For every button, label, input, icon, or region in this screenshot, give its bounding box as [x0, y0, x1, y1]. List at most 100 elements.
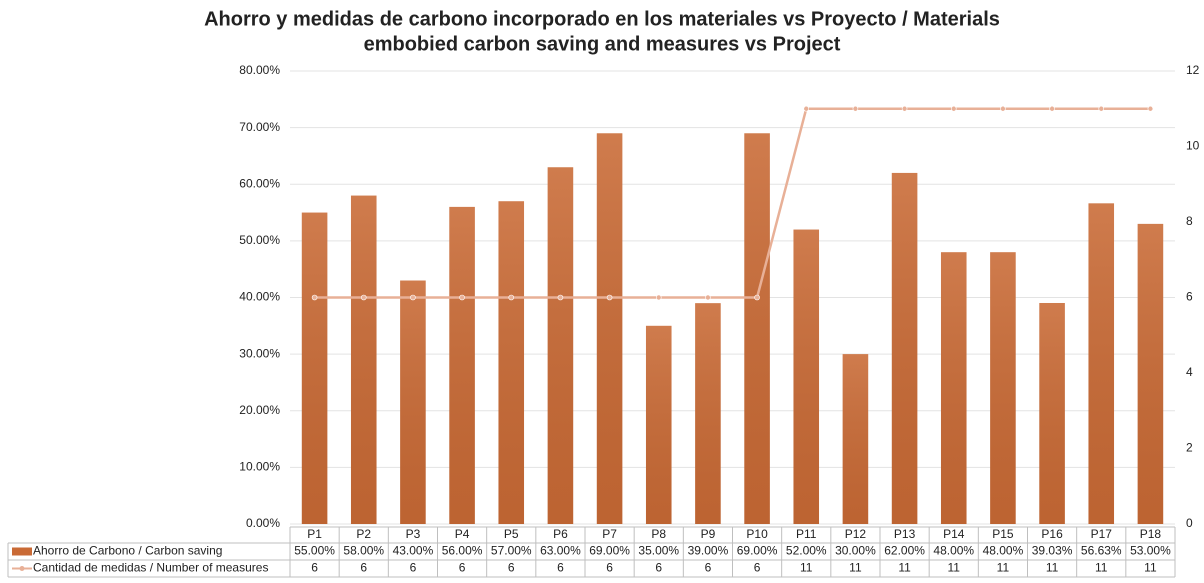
chart-subtitle: embobied carbon saving and measures vs P…	[364, 33, 841, 55]
y-tick-label: 30.00%	[239, 346, 280, 360]
x-tick-label: P11	[796, 527, 817, 541]
table-value: 6	[311, 561, 318, 575]
table-value: 11	[800, 561, 813, 575]
table-value: 11	[997, 561, 1010, 575]
line-marker	[803, 105, 810, 112]
line-marker	[1000, 105, 1006, 112]
table-value: 56.00%	[442, 544, 483, 558]
y-tick-label: 70.00%	[239, 120, 280, 134]
line-marker	[1098, 105, 1105, 112]
x-tick-label: P8	[651, 527, 666, 541]
table-value: 58.00%	[343, 544, 384, 558]
x-tick-label: P17	[1091, 527, 1113, 541]
x-tick-label: P2	[356, 527, 371, 541]
table-value: 39.03%	[1032, 544, 1073, 558]
bar-shade	[1137, 223, 1164, 524]
line-marker	[754, 294, 760, 301]
bar-shade	[695, 303, 721, 524]
line-marker	[557, 294, 564, 301]
table-value: 48.00%	[933, 544, 974, 558]
table-value: 11	[948, 561, 961, 575]
line-marker	[655, 294, 662, 301]
table-value: 6	[754, 561, 761, 575]
bar-shade	[1039, 302, 1065, 524]
y-tick-label: 50.00%	[239, 233, 280, 247]
bar-shade	[645, 325, 672, 524]
legend-label: Cantidad de medidas / Number of measures	[33, 561, 268, 575]
table-value: 56.63%	[1081, 544, 1122, 558]
bar-shade	[793, 229, 820, 525]
y2-tick-label: 4	[1186, 365, 1193, 379]
table-value: 11	[849, 561, 862, 575]
x-tick-label: P3	[406, 527, 421, 541]
y-tick-label: 40.00%	[239, 290, 280, 304]
x-tick-label: P7	[602, 527, 617, 541]
y2-tick-label: 10	[1186, 139, 1200, 153]
y2-tick-label: 2	[1186, 441, 1193, 455]
table-value: 63.00%	[540, 544, 581, 558]
chart-title: Ahorro y medidas de carbono incorporado …	[204, 8, 1000, 30]
table-value: 6	[606, 561, 613, 575]
y2-tick-label: 0	[1186, 516, 1193, 530]
y-tick-label: 0.00%	[246, 516, 280, 530]
bar-shade	[596, 133, 623, 524]
x-tick-label: P13	[894, 527, 916, 541]
x-tick-label: P4	[455, 527, 470, 541]
table-value: 43.00%	[393, 544, 434, 558]
table-value: 6	[655, 561, 662, 575]
x-tick-label: P14	[943, 527, 965, 541]
table-value: 55.00%	[294, 544, 335, 558]
table-value: 69.00%	[737, 544, 778, 558]
table-value: 39.00%	[688, 544, 729, 558]
table-value: 11	[1144, 561, 1157, 575]
line-marker	[508, 294, 515, 301]
line-marker	[705, 294, 711, 301]
bar-shade	[990, 252, 1016, 524]
table-value: 11	[1046, 561, 1059, 575]
y2-tick-label: 8	[1186, 214, 1193, 228]
legend-label: Ahorro de Carbono / Carbon saving	[33, 544, 222, 558]
table-value: 11	[1095, 561, 1108, 575]
line-marker	[606, 294, 613, 301]
line-marker	[311, 294, 318, 301]
bar-shade	[301, 212, 328, 524]
table-value: 6	[360, 561, 367, 575]
line-marker	[459, 294, 465, 301]
bar-shade	[1088, 203, 1115, 524]
bar-shade	[350, 195, 377, 524]
bar-shade	[498, 201, 525, 525]
line-marker	[1049, 105, 1055, 112]
y-tick-label: 20.00%	[239, 403, 280, 417]
x-tick-label: P6	[553, 527, 568, 541]
line-marker	[852, 105, 859, 112]
legend-swatch	[19, 566, 25, 571]
bar-shade	[400, 280, 426, 524]
line-marker	[410, 294, 416, 301]
x-tick-label: P18	[1140, 527, 1162, 541]
x-tick-label: P5	[504, 527, 519, 541]
table-value: 53.00%	[1130, 544, 1171, 558]
line-marker	[901, 105, 908, 112]
table-value: 30.00%	[835, 544, 876, 558]
bar-shade	[449, 206, 475, 524]
table-value: 57.00%	[491, 544, 532, 558]
table-value: 52.00%	[786, 544, 827, 558]
table-value: 35.00%	[638, 544, 679, 558]
y2-tick-label: 12	[1186, 63, 1200, 77]
table-value: 69.00%	[589, 544, 630, 558]
x-tick-label: P10	[746, 527, 768, 541]
bar-shade	[940, 252, 967, 524]
table-value: 6	[705, 561, 712, 575]
table-value: 6	[557, 561, 564, 575]
bar-shade	[744, 133, 770, 524]
x-tick-label: P9	[701, 527, 716, 541]
line-marker	[1147, 105, 1154, 112]
table-value: 6	[508, 561, 515, 575]
x-tick-label: P16	[1041, 527, 1063, 541]
x-tick-label: P15	[992, 527, 1014, 541]
table-value: 11	[898, 561, 911, 575]
line-marker	[950, 105, 957, 112]
line	[314, 107, 1151, 299]
bar-shade	[891, 172, 918, 525]
